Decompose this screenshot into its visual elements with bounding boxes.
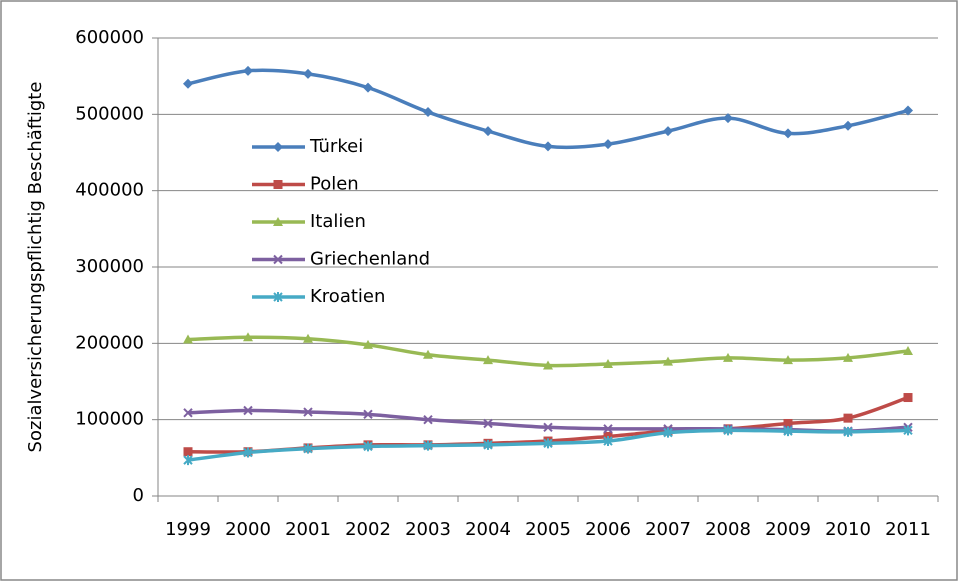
data-point bbox=[843, 413, 853, 423]
data-point bbox=[303, 443, 313, 454]
legend-marker bbox=[273, 180, 283, 189]
y-axis-label: Sozialversicherungspflichtig Beschäftigt… bbox=[25, 82, 46, 453]
data-point bbox=[663, 356, 673, 366]
legend-label: Türkei bbox=[309, 136, 363, 157]
x-tick-label: 2007 bbox=[645, 519, 691, 540]
data-point bbox=[183, 78, 193, 89]
data-point bbox=[843, 352, 853, 362]
data-point bbox=[483, 355, 493, 365]
legend-label: Griechenland bbox=[310, 249, 430, 270]
y-tick-label: 300000 bbox=[75, 256, 144, 277]
x-tick-label: 2006 bbox=[585, 519, 631, 540]
data-point bbox=[303, 407, 313, 417]
data-point bbox=[243, 332, 253, 342]
y-tick-label: 200000 bbox=[75, 332, 144, 353]
y-tick-label: 400000 bbox=[75, 180, 144, 201]
data-point bbox=[603, 424, 613, 434]
legend-marker bbox=[273, 142, 283, 152]
data-point bbox=[603, 139, 613, 150]
data-point bbox=[783, 426, 793, 437]
x-tick-label: 2002 bbox=[345, 519, 391, 540]
data-point bbox=[483, 439, 493, 450]
legend-marker bbox=[273, 217, 283, 226]
data-point bbox=[243, 447, 253, 458]
legend-marker bbox=[273, 292, 283, 302]
data-point bbox=[543, 438, 553, 449]
x-tick-label: 2008 bbox=[705, 519, 751, 540]
x-tick-label: 2000 bbox=[225, 519, 271, 540]
data-point bbox=[423, 349, 433, 359]
data-point bbox=[543, 422, 553, 433]
data-point bbox=[723, 425, 733, 436]
data-point bbox=[723, 113, 733, 124]
x-tick-label: 2001 bbox=[285, 519, 331, 540]
data-point bbox=[183, 334, 193, 344]
data-point bbox=[723, 352, 733, 362]
legend-marker bbox=[273, 254, 283, 265]
data-point bbox=[543, 360, 553, 370]
x-tick-label: 2010 bbox=[825, 519, 871, 540]
data-point bbox=[183, 447, 193, 457]
data-point bbox=[603, 436, 613, 447]
data-point bbox=[903, 105, 913, 116]
data-point bbox=[783, 418, 793, 428]
data-point bbox=[483, 126, 493, 137]
data-point bbox=[663, 126, 673, 137]
x-tick-label: 2003 bbox=[405, 519, 451, 540]
data-point bbox=[423, 414, 433, 425]
x-tick-label: 2011 bbox=[885, 519, 931, 540]
data-point bbox=[183, 408, 193, 418]
data-point bbox=[783, 355, 793, 365]
data-point bbox=[903, 345, 913, 355]
x-tick-label: 2009 bbox=[765, 519, 811, 540]
legend-label: Italien bbox=[310, 211, 366, 232]
data-point bbox=[783, 128, 793, 139]
data-point bbox=[543, 141, 553, 152]
data-point bbox=[483, 418, 493, 429]
data-point bbox=[663, 427, 673, 438]
x-tick-label: 1999 bbox=[165, 519, 211, 540]
y-tick-label: 0 bbox=[133, 485, 144, 506]
legend-label: Kroatien bbox=[310, 286, 385, 307]
x-tick-label: 2005 bbox=[525, 519, 571, 540]
legend-label: Polen bbox=[310, 174, 359, 195]
data-point bbox=[903, 393, 913, 403]
data-point bbox=[363, 441, 373, 452]
data-point bbox=[843, 426, 853, 437]
y-tick-label: 500000 bbox=[75, 103, 144, 124]
data-point bbox=[603, 358, 613, 368]
data-point bbox=[303, 333, 313, 343]
data-point bbox=[903, 425, 913, 436]
y-tick-label: 100000 bbox=[75, 409, 144, 430]
data-point bbox=[243, 65, 253, 76]
data-point bbox=[363, 409, 373, 420]
data-point bbox=[303, 68, 313, 79]
data-point bbox=[363, 339, 373, 349]
data-point bbox=[423, 440, 433, 451]
data-point bbox=[843, 120, 853, 131]
y-tick-label: 600000 bbox=[75, 27, 144, 48]
data-point bbox=[423, 107, 433, 118]
data-point bbox=[243, 405, 253, 416]
data-point bbox=[183, 455, 193, 466]
x-tick-label: 2004 bbox=[465, 519, 511, 540]
data-point bbox=[363, 82, 373, 93]
